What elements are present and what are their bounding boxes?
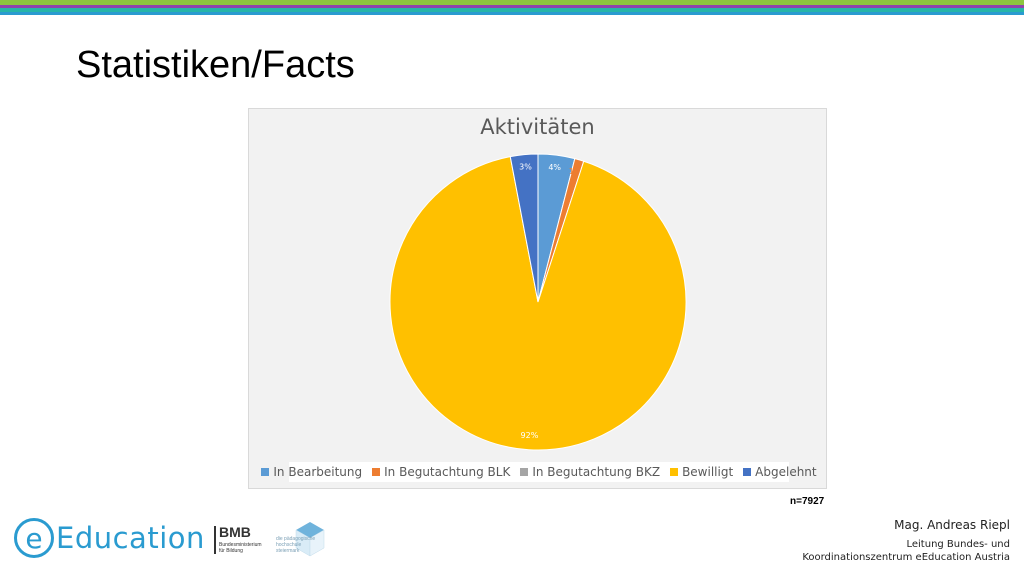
legend-label-in-begutachtung-blk: In Begutachtung BLK: [384, 465, 511, 479]
logo-text: Education: [56, 521, 205, 555]
legend-label-in-begutachtung-bkz: In Begutachtung BKZ: [532, 465, 661, 479]
legend-swatch-in-begutachtung-blk: [372, 468, 381, 476]
ministry-abbr: BMB: [219, 524, 251, 540]
legend-swatch-abgelehnt: [743, 468, 752, 476]
school-logo: die pädagogische hochschule steiermark: [276, 520, 328, 560]
legend-label-in-bearbeitung: In Bearbeitung: [273, 465, 363, 479]
author-name: Mag. Andreas Riepl: [894, 518, 1010, 532]
stripe-teal: [0, 8, 1024, 12]
chart-legend: In Bearbeitung In Begutachtung BLK In Begu…: [261, 462, 817, 482]
pie-label-abgelehnt: 3%: [519, 162, 532, 171]
chart-title: Aktivitäten: [480, 115, 595, 139]
stripe-green: [0, 0, 1024, 5]
pie-slice-bewilligt: [389, 156, 687, 451]
legend-item-bewilligt: Bewilligt: [670, 465, 733, 479]
legend-item-in-begutachtung-blk: In Begutachtung BLK: [372, 465, 510, 479]
cube-icon: [295, 522, 325, 557]
pie-label-bewilligt: 92%: [521, 431, 539, 440]
legend-item-in-bearbeitung: In Bearbeitung: [261, 465, 362, 479]
legend-swatch-bewilligt: [670, 468, 679, 476]
legend-label-bewilligt: Bewilligt: [682, 465, 734, 479]
page-title: Statistiken/Facts: [76, 44, 355, 86]
school-line3: steiermark: [276, 548, 300, 554]
author-role-line1: Leitung Bundes- und: [906, 539, 1010, 550]
legend-swatch-in-begutachtung-bkz: [520, 468, 529, 476]
stripe-purple: [0, 5, 1024, 8]
author-block: Mag. Andreas Riepl Leitung Bundes- und K…: [802, 518, 1010, 564]
pie-label-in-begutachtung-blk: 1%: [569, 167, 582, 176]
ministry-name: Bundesministerium für Bildung: [219, 542, 275, 554]
pie-slice-abgelehnt: [509, 153, 539, 303]
school-name: die pädagogische hochschule steiermark: [276, 536, 316, 554]
author-role-line2: Koordinationszentrum eEducation Austria: [802, 552, 1010, 563]
legend-swatch-in-bearbeitung: [261, 468, 270, 476]
ministry-logo-bar: [214, 526, 216, 554]
chart-area: Aktivitäten 4% 1% 0% 92% 3% In Bearbeitung In…: [248, 108, 827, 489]
ministry-line1: Bundesministerium: [219, 542, 262, 548]
school-line2: hochschule: [276, 542, 302, 548]
ministry-logo: BMB Bundesministerium für Bildung: [214, 524, 274, 556]
sample-size-label: n=7927: [790, 496, 825, 507]
eeducation-logo: e Education: [14, 516, 205, 560]
pie-label-in-bearbeitung: 4%: [548, 163, 561, 172]
legend-item-in-begutachtung-bkz: In Begutachtung BKZ: [520, 465, 660, 479]
ministry-line2: für Bildung: [219, 548, 243, 554]
pie-chart: 4% 1%0% 92% 3%: [389, 153, 687, 451]
school-line1: die pädagogische: [276, 536, 316, 542]
top-color-stripes: [0, 0, 1024, 15]
legend-item-abgelehnt: Abgelehnt: [743, 465, 817, 479]
stripe-blue: [0, 12, 1024, 15]
legend-label-abgelehnt: Abgelehnt: [755, 465, 817, 479]
logo-e-circle: e: [14, 518, 54, 558]
pie-label-in-begutachtung-bkz: 0%: [573, 168, 586, 177]
